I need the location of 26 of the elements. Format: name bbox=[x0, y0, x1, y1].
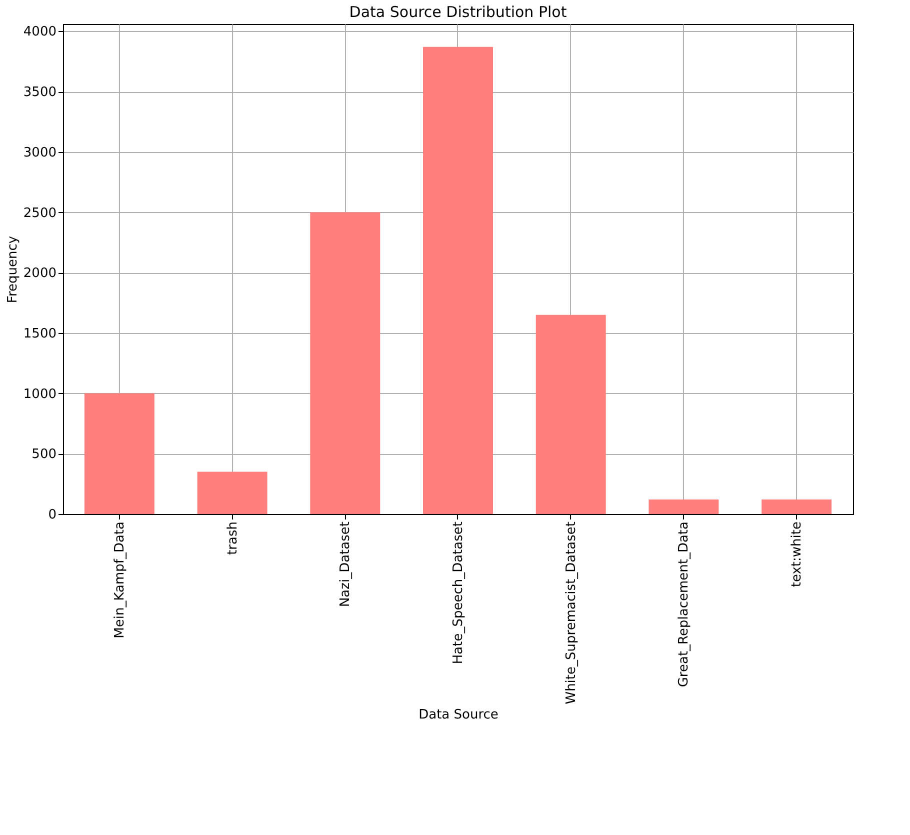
y-tick-label: 2500 bbox=[23, 206, 56, 221]
y-tick-label: 1000 bbox=[23, 386, 56, 402]
y-tick-label: 4000 bbox=[23, 24, 56, 40]
bar bbox=[197, 472, 268, 514]
y-tick-label: 2000 bbox=[23, 266, 56, 282]
y-tick-label: 1500 bbox=[23, 326, 56, 342]
x-tick-label: Mein_Kampf_Data bbox=[112, 522, 128, 638]
y-tick-label: 3500 bbox=[23, 85, 56, 100]
bar bbox=[762, 500, 832, 514]
x-axis-title: Data Source bbox=[418, 707, 498, 722]
bar bbox=[423, 46, 493, 514]
x-tick-label: White_Supremacist_Dataset bbox=[564, 522, 579, 704]
x-tick-label: Great_Replacement_Data bbox=[676, 522, 692, 688]
y-tick-label: 500 bbox=[32, 447, 56, 462]
chart-title: Data Source Distribution Plot bbox=[349, 3, 567, 21]
x-tick-label: text:white bbox=[790, 522, 805, 588]
y-tick-label: 0 bbox=[48, 508, 56, 522]
y-axis-title: Frequency bbox=[5, 236, 20, 304]
bar bbox=[536, 314, 606, 514]
bar bbox=[84, 393, 154, 514]
x-tick-label: Nazi_Dataset bbox=[338, 522, 354, 608]
y-tick-label: 3000 bbox=[23, 145, 56, 160]
bar bbox=[310, 212, 380, 514]
x-tick-label: Hate_Speech_Dataset bbox=[451, 522, 466, 664]
x-tick-label: trash bbox=[225, 522, 240, 555]
bar bbox=[648, 500, 719, 514]
